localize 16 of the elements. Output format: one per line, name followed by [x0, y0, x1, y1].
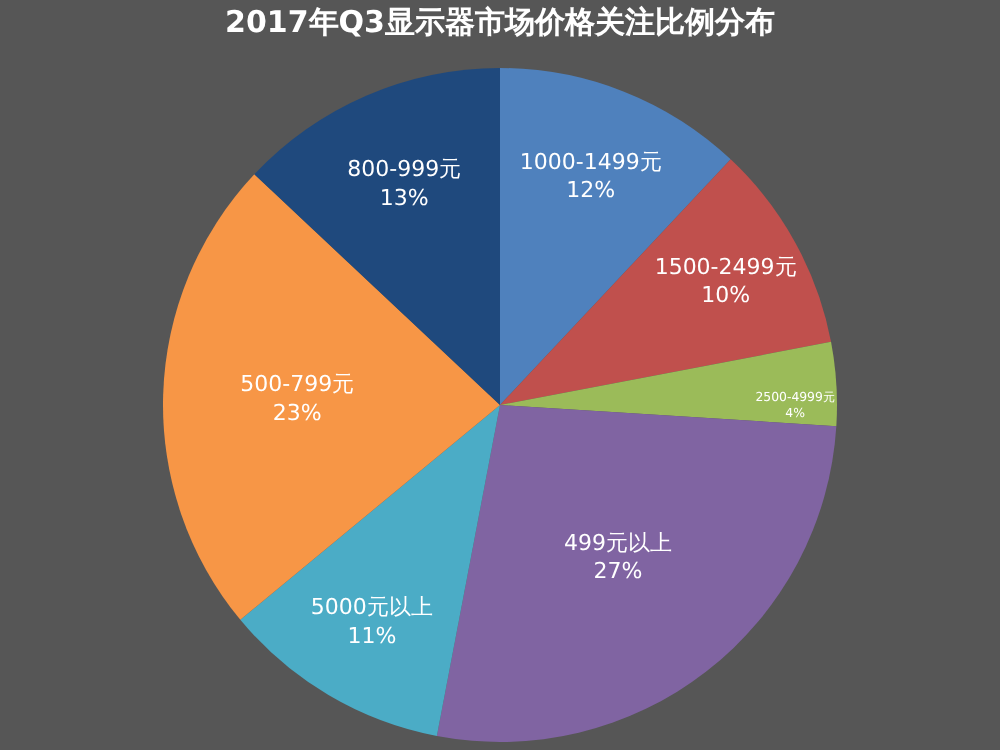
data-label: 13%: [379, 184, 429, 211]
data-label: 27%: [593, 558, 643, 585]
slice-label: 5000元以上: [310, 594, 433, 621]
slice-label: 800-999元: [347, 156, 462, 183]
data-label: 10%: [701, 282, 751, 309]
pie-slice: [240, 405, 500, 737]
slice-label: 1000-1499元: [519, 148, 662, 175]
pie-slice: [436, 405, 837, 742]
slice-label: 499元以上: [564, 529, 673, 556]
data-label: 11%: [347, 622, 397, 649]
slice-label: 500-799元: [240, 371, 355, 398]
chart-title: 2017年Q3显示器市场价格关注比例分布: [225, 4, 775, 41]
slice-label: 1500-2499元: [654, 253, 797, 280]
pie-slice: [500, 341, 837, 427]
data-label: 12%: [566, 177, 616, 204]
data-label: 23%: [272, 399, 322, 426]
